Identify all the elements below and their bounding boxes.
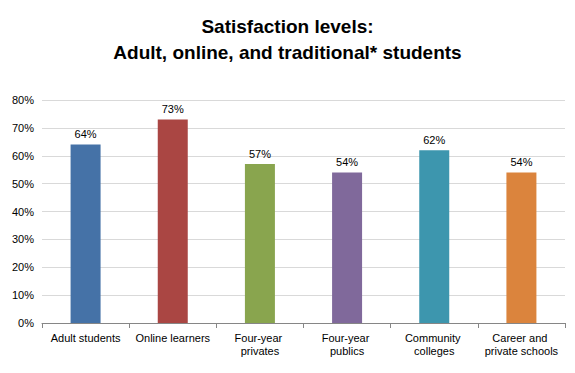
svg-text:0%: 0%	[18, 317, 34, 329]
svg-text:Community: Community	[405, 332, 464, 344]
svg-text:54%: 54%	[336, 156, 358, 168]
svg-text:private schools: private schools	[485, 345, 559, 357]
svg-text:colleges: colleges	[414, 345, 455, 357]
svg-text:Online learners: Online learners	[135, 332, 210, 344]
svg-text:Career and: Career and	[492, 332, 550, 344]
svg-text:64%: 64%	[75, 128, 97, 140]
svg-text:50%: 50%	[12, 178, 34, 190]
svg-text:57%: 57%	[249, 148, 271, 160]
svg-text:62%: 62%	[423, 134, 445, 146]
svg-text:Four-year: Four-year	[235, 332, 286, 344]
svg-text:73%: 73%	[162, 103, 184, 115]
svg-text:20%: 20%	[12, 261, 34, 273]
svg-text:privates: privates	[241, 345, 280, 357]
svg-text:40%: 40%	[12, 206, 34, 218]
svg-text:80%: 80%	[12, 94, 34, 106]
svg-text:Four-year: Four-year	[322, 332, 373, 344]
svg-text:54%: 54%	[510, 156, 532, 168]
svg-text:70%: 70%	[12, 122, 34, 134]
svg-text:publics: publics	[330, 345, 365, 357]
svg-text:Satisfaction levels:: Satisfaction levels:	[201, 16, 373, 37]
svg-text:30%: 30%	[12, 233, 34, 245]
svg-text:60%: 60%	[12, 150, 34, 162]
svg-text:10%: 10%	[12, 289, 34, 301]
svg-text:Adult, online, and traditional: Adult, online, and traditional* students	[113, 42, 461, 63]
svg-text:Adult students: Adult students	[51, 332, 121, 344]
